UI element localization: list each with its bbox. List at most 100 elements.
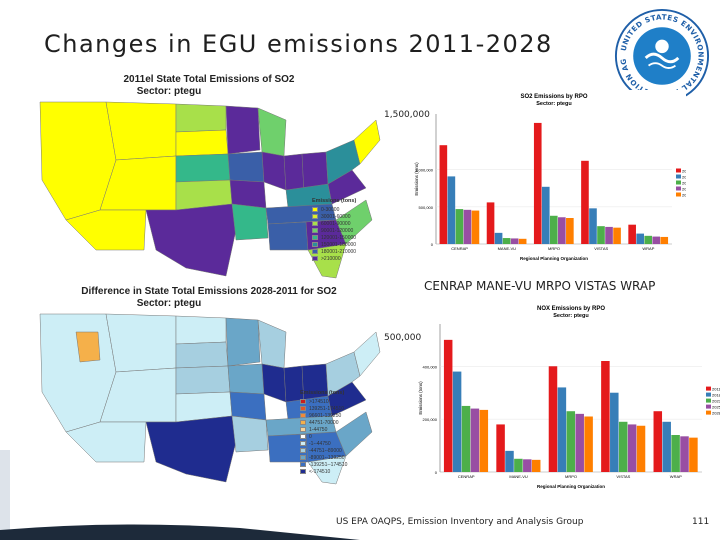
map2-legend-swatch bbox=[300, 406, 306, 411]
map2-legend-item: -139251--174510 bbox=[300, 461, 347, 468]
map1-legend-item: 30001-60000 bbox=[312, 213, 356, 220]
bar-mane-vu-2018 bbox=[505, 450, 514, 472]
map2-legend-item: -89001--139250 bbox=[300, 454, 347, 461]
legend-label-2028: 2028 bbox=[712, 411, 720, 416]
bar-cenrap-2028 bbox=[471, 210, 480, 244]
map2-legend-title: Emissions (tons) bbox=[300, 390, 345, 396]
legend-swatch-2028 bbox=[706, 410, 711, 415]
legend-swatch-2023 bbox=[676, 180, 681, 185]
map1-legend-item: 60001-90000 bbox=[312, 220, 356, 227]
map2-legend-item: >174510 bbox=[300, 398, 347, 405]
map1-legend-label: 60001-90000 bbox=[321, 220, 351, 227]
bar-mrpo-2025 bbox=[558, 217, 566, 244]
bar-vistas-2028 bbox=[613, 227, 621, 244]
bar-wrap-2028 bbox=[660, 236, 669, 244]
left-accent-bar bbox=[0, 450, 10, 540]
bar-mane-vu-2028 bbox=[518, 238, 527, 244]
bar-wrap-2023 bbox=[644, 235, 653, 244]
map2-legend-label: 139251-174510 bbox=[309, 405, 345, 412]
map2-legend-item: <-174510 bbox=[300, 468, 347, 475]
map2-legend-swatch bbox=[300, 448, 306, 453]
map1-legend-swatch bbox=[312, 235, 318, 240]
map1-legend-item: 120001-150000 bbox=[312, 234, 356, 241]
y-tick-label: 200,000 bbox=[423, 417, 438, 422]
map1-legend-swatch bbox=[312, 228, 318, 233]
map2-title: Difference in State Total Emissions 2028… bbox=[81, 286, 337, 297]
bar-cenrap-2025 bbox=[463, 209, 472, 244]
map1-title: 2011el State Total Emissions of SO2 bbox=[123, 74, 295, 85]
map1-legend-swatch bbox=[312, 242, 318, 247]
legend-swatch-2011 bbox=[706, 386, 711, 391]
map2-legend-label: -89001--139250 bbox=[309, 454, 345, 461]
x-tick-label: MRPO bbox=[565, 474, 577, 479]
map2-legend-label: -1--44750 bbox=[309, 440, 331, 447]
bar-vistas-2018 bbox=[589, 208, 597, 244]
bar-cenrap-2018 bbox=[447, 176, 456, 244]
map1-legend-swatch bbox=[312, 256, 318, 261]
x-tick-label: CENRAP bbox=[458, 474, 475, 479]
bar-cenrap-2011 bbox=[439, 145, 448, 244]
map2-legend-swatch bbox=[300, 399, 306, 404]
legend-label-2018: 2018 bbox=[682, 175, 686, 180]
legend-swatch-2018 bbox=[676, 174, 681, 179]
x-tick-label: VISTAS bbox=[616, 474, 630, 479]
bar-wrap-2011 bbox=[653, 411, 663, 472]
y-tick-label: 0 bbox=[435, 470, 438, 475]
map2-legend-item: -1--44750 bbox=[300, 440, 347, 447]
map1-legend-swatch bbox=[312, 214, 318, 219]
x-tick-label: MRPO bbox=[548, 246, 560, 251]
map2-legend-item: 0 bbox=[300, 433, 347, 440]
map1-legend-label: 30001-60000 bbox=[321, 213, 351, 220]
bar-wrap-2025 bbox=[680, 436, 689, 472]
map2-legend-swatch bbox=[300, 413, 306, 418]
legend-swatch-2025 bbox=[706, 404, 711, 409]
legend-swatch-2023 bbox=[706, 398, 711, 403]
bar-wrap-2011 bbox=[628, 224, 636, 244]
map1-legend-label: 120001-150000 bbox=[321, 234, 357, 241]
bottom-decoration bbox=[0, 524, 360, 540]
map2-legend-label: 0 bbox=[309, 433, 312, 440]
bar-wrap-2018 bbox=[662, 421, 671, 472]
bar-vistas-2025 bbox=[605, 226, 613, 244]
map2-legend-label: 96601-139250 bbox=[309, 412, 342, 419]
map2-legend-item: 139251-174510 bbox=[300, 405, 347, 412]
legend-swatch-2018 bbox=[706, 392, 711, 397]
legend-swatch-2025 bbox=[676, 186, 681, 191]
map1-legend-swatch bbox=[312, 221, 318, 226]
bar-mrpo-2018 bbox=[541, 186, 550, 244]
y-axis-label: Emissions (tons) bbox=[418, 381, 423, 415]
legend-swatch-2028 bbox=[676, 192, 681, 197]
map2-legend-item: 1-44750 bbox=[300, 426, 347, 433]
nox-rpo-chart-panel: NOX Emissions by RPO Sector: ptegu 0 200,00… bbox=[410, 302, 720, 492]
so2-rpo-chart-panel: SO2 Emissions by RPO Sector: ptegu 0 500,00… bbox=[396, 90, 692, 270]
bar-mane-vu-2018 bbox=[494, 232, 503, 244]
map2-legend-label: >174510 bbox=[309, 398, 329, 405]
map1-legend-label: 0-30000 bbox=[321, 206, 340, 213]
so2-diff-map-panel: Difference in State Total Emissions 2028… bbox=[36, 286, 382, 486]
bar-mane-vu-2028 bbox=[531, 459, 541, 472]
legend-label-2023: 2023 bbox=[682, 181, 686, 186]
chart-subtitle: Sector: ptegu bbox=[536, 101, 571, 107]
map2-legend-label: -139251--174510 bbox=[309, 461, 348, 468]
map2-legend-label: <-174510 bbox=[309, 468, 331, 475]
legend-label-2011: 2011 bbox=[712, 387, 720, 392]
bar-vistas-2025 bbox=[627, 424, 637, 472]
bar-vistas-2018 bbox=[610, 392, 619, 472]
bar-vistas-2023 bbox=[618, 421, 628, 472]
map1-legend-title: Emissions (tons) bbox=[312, 198, 357, 204]
bar-cenrap-2018 bbox=[452, 371, 462, 472]
bar-vistas-2011 bbox=[581, 160, 589, 244]
map1-legend-item: 90001-120000 bbox=[312, 227, 356, 234]
map2-legend-swatch bbox=[300, 469, 306, 474]
map2-legend-label: -44751--89000 bbox=[309, 447, 342, 454]
epa-seal-icon: UNITED STATES ENVIRONMENTAL PROTECTION A… bbox=[614, 8, 710, 104]
bar-cenrap-2011 bbox=[443, 339, 453, 472]
map2-legend-swatch bbox=[300, 462, 306, 467]
y-tick-label: 400,000 bbox=[423, 364, 438, 369]
map2-legend-swatch bbox=[300, 455, 306, 460]
map1-legend-swatch bbox=[312, 249, 318, 254]
bar-cenrap-2023 bbox=[461, 405, 471, 472]
x-tick-label: WRAP bbox=[670, 474, 682, 479]
